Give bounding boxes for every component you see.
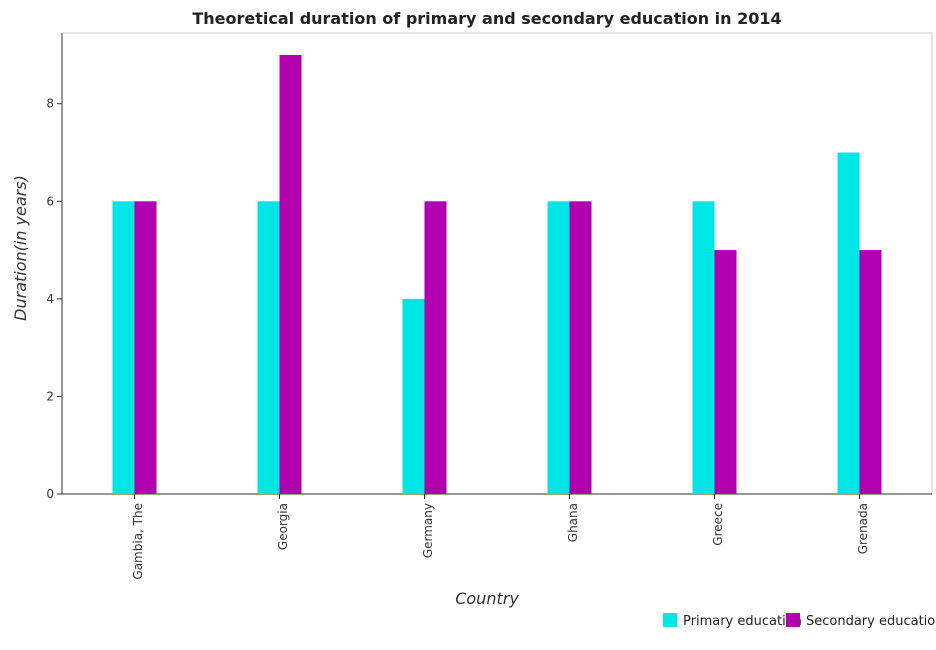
legend-label: Secondary education — [806, 614, 936, 629]
legend-label: Primary education — [683, 614, 802, 629]
x-tick-label: Georgia — [276, 503, 290, 550]
legend: Primary education Secondary education — [663, 613, 936, 629]
bar-secondary — [714, 250, 737, 494]
bar-primary — [257, 201, 280, 495]
x-tick-label: Germany — [421, 503, 435, 558]
bar-secondary — [134, 201, 157, 495]
y-tick-label: 0 — [46, 487, 54, 501]
bar-secondary — [424, 201, 447, 495]
bar-secondary — [279, 54, 302, 494]
bar-primary — [402, 298, 425, 494]
bar-secondary — [859, 250, 882, 494]
bar-secondary — [569, 201, 592, 495]
bar-primary — [692, 201, 715, 495]
plot-area: 0 2 4 6 8 Gambia, The Georgia Germany Ghana Greec… — [46, 32, 933, 580]
y-tick-label: 8 — [46, 97, 54, 111]
y-axis-label: Duration(in years) — [11, 175, 30, 321]
chart-title: Theoretical duration of primary and seco… — [192, 9, 781, 28]
bar-primary — [547, 201, 570, 495]
x-axis-label: Country — [455, 589, 519, 608]
bar-primary — [837, 152, 860, 494]
x-tick-label: Grenada — [856, 503, 870, 554]
y-tick-label: 4 — [46, 292, 54, 306]
legend-swatch — [663, 613, 677, 627]
x-tick-label: Ghana — [566, 503, 580, 542]
x-tick-label: Gambia, The — [131, 503, 145, 580]
bar-primary — [112, 201, 135, 495]
legend-swatch — [786, 613, 800, 627]
plot-frame — [61, 32, 933, 495]
y-tick-label: 6 — [46, 194, 54, 208]
x-tick-label: Greece — [711, 503, 725, 546]
y-tick-label: 2 — [46, 389, 54, 403]
